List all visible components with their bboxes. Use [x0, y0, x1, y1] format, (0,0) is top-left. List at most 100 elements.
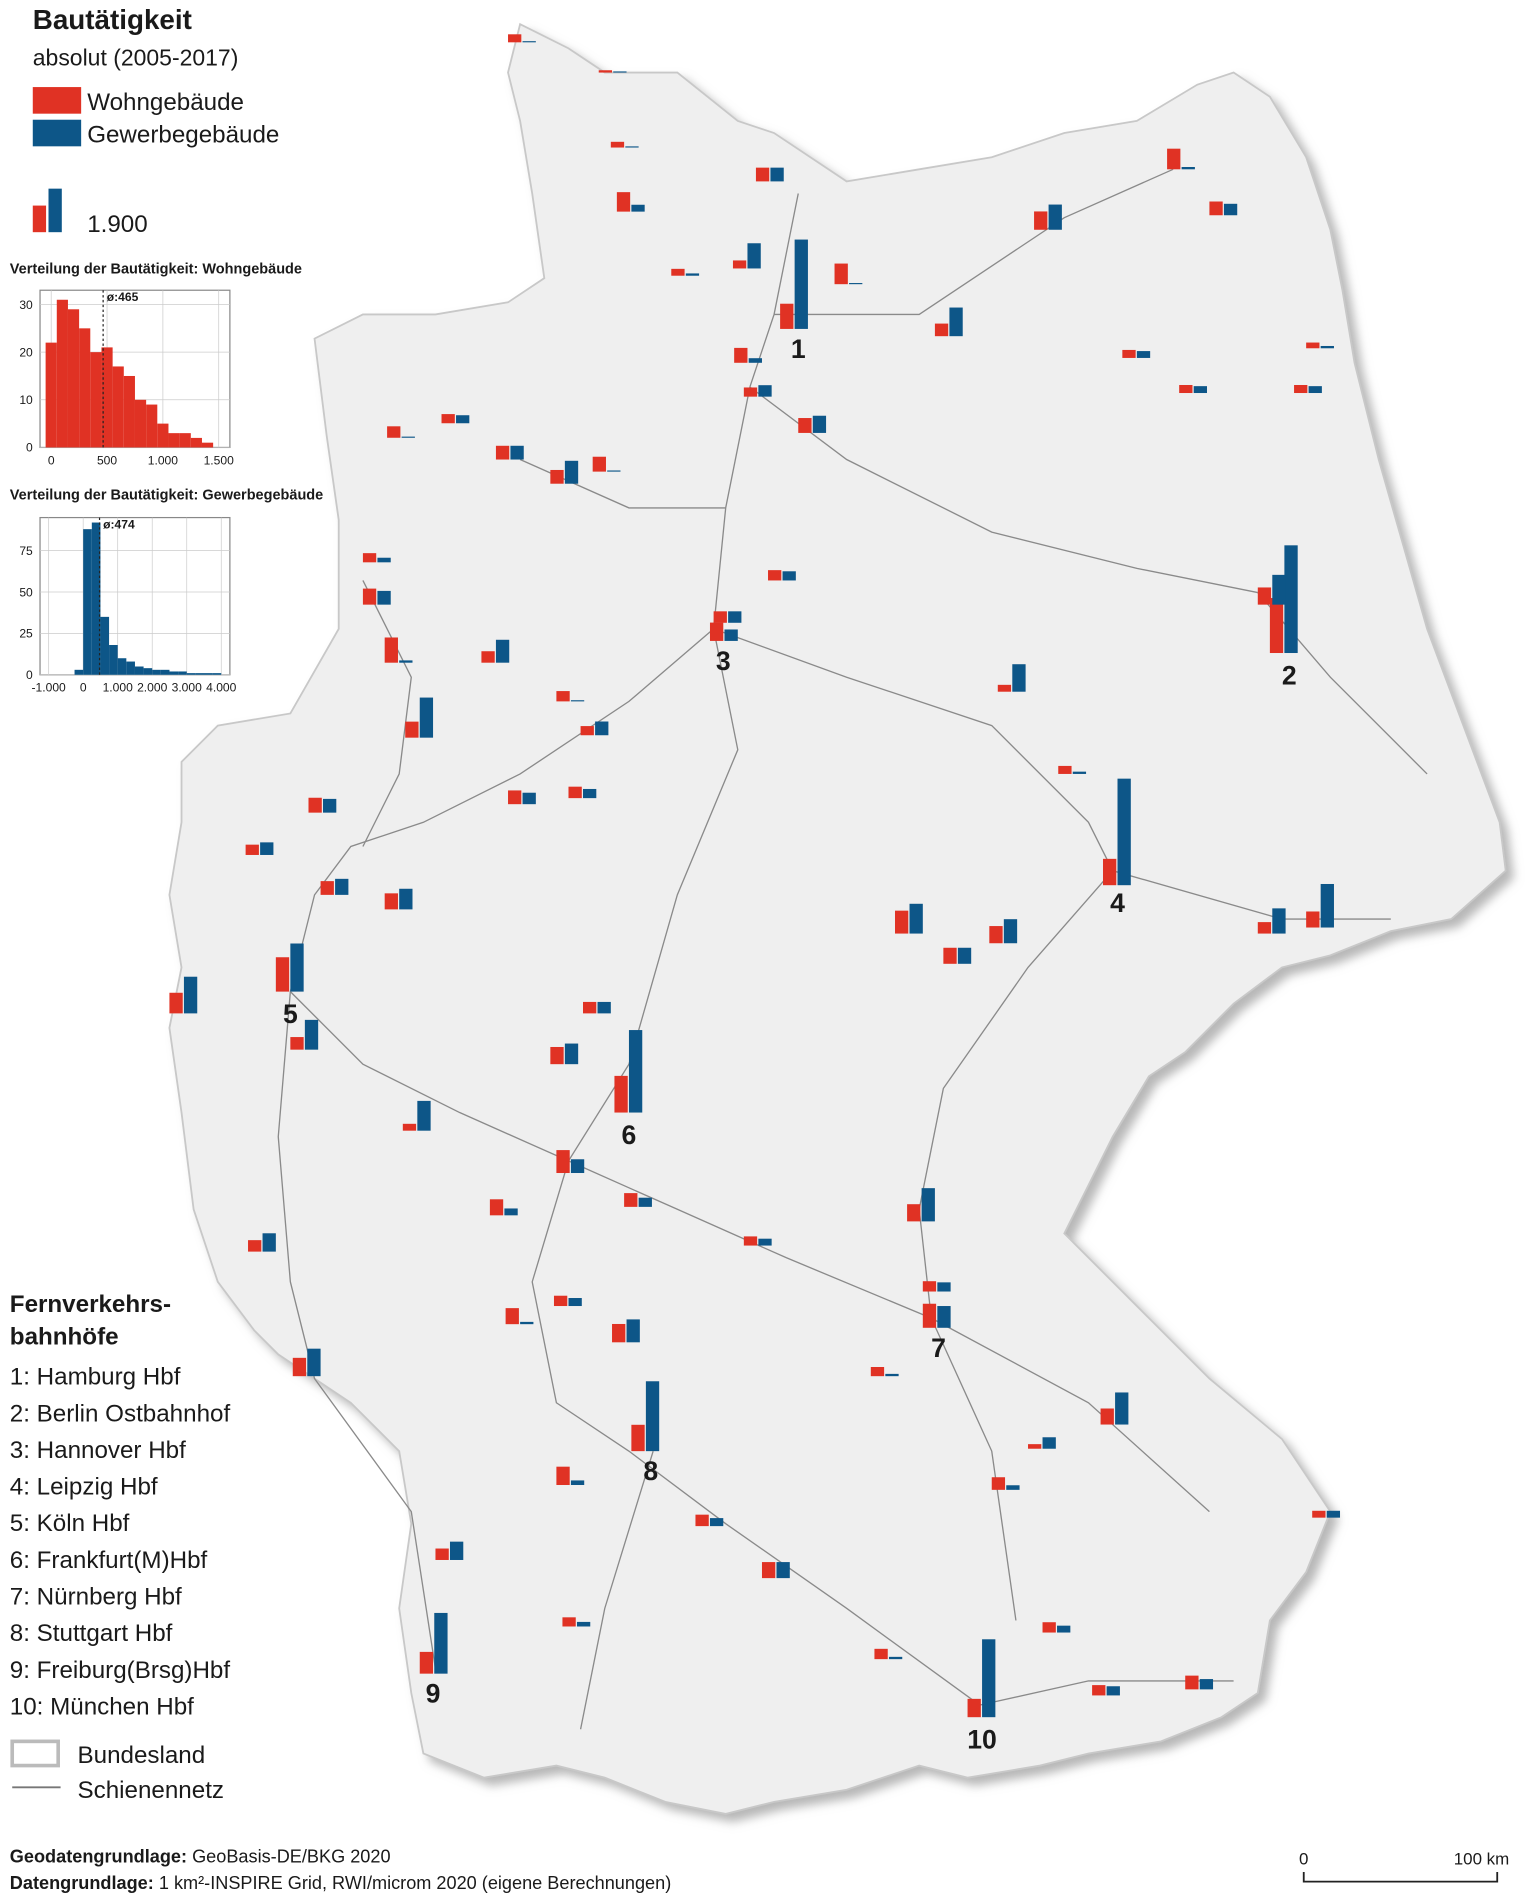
- station-list-item: 7: Nürnberg Hbf: [10, 1583, 182, 1610]
- bar-wohngebaeude: [761, 1562, 776, 1579]
- bar-wohngebaeude: [1042, 1622, 1056, 1633]
- bar-gewerbegebaeude: [1057, 1625, 1071, 1633]
- bar-wohngebaeude: [834, 263, 848, 285]
- bar-wohngebaeude: [556, 1150, 570, 1174]
- histogram-bar: [91, 522, 101, 675]
- bar-gewerbegebaeude: [625, 146, 639, 148]
- histogram-bar: [168, 433, 180, 448]
- station-list: Fernverkehrs- bahnhöfe 1: Hamburg Hbf 2: …: [10, 1291, 231, 1720]
- histogram-bar: [109, 644, 118, 675]
- bar-wohngebaeude: [362, 553, 377, 563]
- station-number: 3: [716, 646, 731, 676]
- bar-gewerbegebaeude: [520, 1321, 534, 1325]
- bar-wohngebaeude: [481, 651, 495, 663]
- bar-gewerbegebaeude: [770, 167, 784, 182]
- bar-gewerbegebaeude: [1272, 574, 1286, 605]
- station-bars: 1 2 3 4 5 6 7 8 9 10: [169, 34, 1341, 1755]
- x-tick-label: 0: [80, 681, 87, 695]
- bar-gewerbegebaeude: [747, 243, 761, 269]
- bar-gewerbegebaeude: [1048, 204, 1062, 230]
- bar-wohngebaeude: [614, 1075, 628, 1113]
- bar-gewerbegebaeude: [758, 385, 772, 397]
- bar-wohngebaeude: [734, 347, 748, 363]
- bar-gewerbegebaeude: [957, 947, 972, 964]
- station-list-item: 2: Berlin Ostbahnhof: [10, 1400, 231, 1427]
- bar-wohngebaeude: [1092, 1685, 1106, 1696]
- histogram-bar: [143, 668, 153, 675]
- station-list-item: 5: Köln Hbf: [10, 1510, 130, 1537]
- bar-gewerbegebaeude: [290, 943, 304, 992]
- bar-gewerbegebaeude: [522, 792, 536, 805]
- station-number: 6: [622, 1120, 637, 1150]
- bar-wohngebaeude: [624, 1193, 638, 1207]
- bar-gewerbegebaeude: [888, 1656, 903, 1660]
- bar-gewerbegebaeude: [1193, 386, 1207, 394]
- bar-wohngebaeude: [290, 1037, 304, 1050]
- bar-wohngebaeude: [695, 1514, 709, 1527]
- bar-gewerbegebaeude: [949, 307, 963, 337]
- bar-gewerbegebaeude: [1117, 778, 1131, 886]
- bar-gewerbegebaeude: [849, 283, 863, 285]
- bar-gewerbegebaeude: [982, 1639, 996, 1718]
- bar-gewerbegebaeude: [510, 445, 524, 460]
- bar-gewerbegebaeude: [262, 1233, 276, 1252]
- bar-wohngebaeude: [1100, 1408, 1114, 1425]
- bar-wohngebaeude: [592, 456, 606, 472]
- bar-gewerbegebaeude: [1136, 351, 1151, 358]
- station-list-title: Fernverkehrs-: [10, 1291, 171, 1318]
- bar-wohngebaeude: [732, 260, 747, 269]
- subtitle: absolut (2005-2017): [33, 44, 239, 70]
- bar-wohngebaeude: [495, 445, 510, 460]
- bar-gewerbegebaeude: [613, 71, 627, 73]
- histogram-title: Verteilung der Bautätigkeit: Gewerbegebä…: [10, 487, 323, 503]
- histograms: Verteilung der Bautätigkeit: Wohngebäude…: [10, 261, 323, 694]
- bar-gewerbegebaeude: [564, 1043, 579, 1065]
- histogram-bar: [146, 404, 158, 448]
- bar-wohngebaeude: [713, 611, 727, 623]
- bar-wohngebaeude: [671, 268, 685, 276]
- histogram-bar: [112, 366, 124, 448]
- bar-wohngebaeude: [1028, 1444, 1042, 1449]
- footer-label: Datengrundlage:: [10, 1873, 154, 1893]
- bar-wohngebaeude: [553, 1295, 568, 1307]
- histogram-bar: [83, 529, 92, 675]
- bar-gewerbegebaeude: [570, 1480, 585, 1486]
- legend-scale-swatch: [32, 205, 47, 233]
- bar-gewerbegebaeude: [685, 273, 700, 276]
- bar-gewerbegebaeude: [1115, 1392, 1129, 1425]
- bar-gewerbegebaeude: [909, 903, 923, 934]
- bar-gewerbegebaeude: [307, 1348, 321, 1377]
- histogram-title: Verteilung der Bautätigkeit: Wohngebäude: [10, 261, 302, 277]
- bar-gewerbegebaeude: [419, 697, 434, 738]
- bar-gewerbegebaeude: [628, 1030, 643, 1113]
- histogram-bar: [190, 437, 202, 448]
- bar-wohngebaeude: [870, 1367, 885, 1377]
- x-tick-label: 2.000: [137, 681, 168, 695]
- bar-wohngebaeude: [508, 34, 522, 43]
- histogram-bar: [117, 658, 127, 675]
- legend: Wohngebäude Gewerbegebäude 1.900: [32, 87, 279, 238]
- bar-gewerbegebaeude: [631, 204, 645, 212]
- bar-gewerbegebaeude: [1308, 386, 1322, 394]
- bar-gewerbegebaeude: [1181, 167, 1195, 170]
- bar-gewerbegebaeude: [522, 41, 536, 43]
- y-tick-label: 20: [19, 345, 33, 359]
- station-number: 5: [283, 999, 298, 1029]
- bar-wohngebaeude: [362, 588, 377, 605]
- bar-wohngebaeude: [934, 323, 949, 337]
- x-tick-label: 1.000: [103, 681, 134, 695]
- bar-gewerbegebaeude: [570, 1159, 585, 1174]
- station-number: 1: [791, 334, 806, 364]
- histogram-bar: [157, 423, 169, 448]
- bar-gewerbegebaeude: [583, 788, 597, 799]
- histogram-bar: [201, 442, 214, 448]
- histogram-bar: [100, 616, 110, 675]
- bar-wohngebaeude: [550, 1046, 564, 1065]
- bar-gewerbegebaeude: [449, 1541, 464, 1560]
- bar-wohngebaeude: [991, 1477, 1006, 1490]
- bar-wohngebaeude: [248, 1240, 262, 1252]
- bar-gewerbegebaeude: [434, 1612, 448, 1674]
- bar-gewerbegebaeude: [183, 976, 198, 1014]
- bar-wohngebaeude: [907, 1204, 921, 1222]
- bar-gewerbegebaeude: [885, 1373, 899, 1377]
